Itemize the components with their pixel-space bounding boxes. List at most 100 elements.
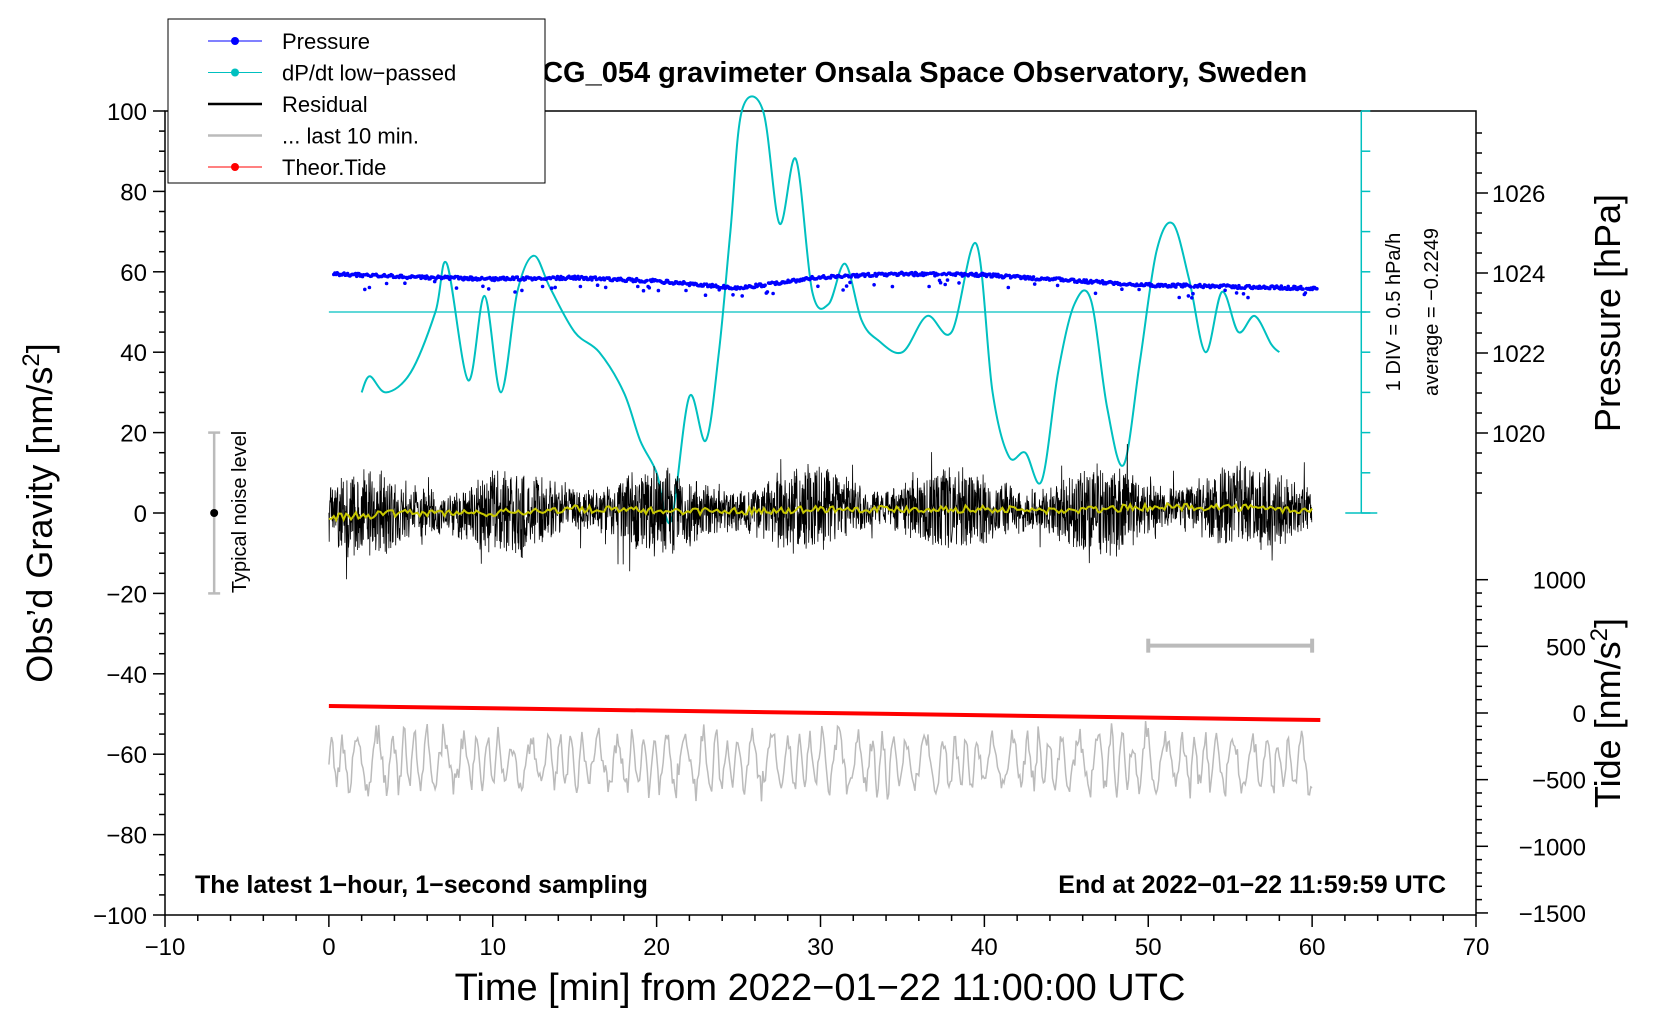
- pressure-point: [363, 287, 367, 292]
- noise-level-bar: [208, 431, 221, 595]
- pressure-point: [703, 293, 708, 298]
- chart-title: SCG_054 gravimeter Onsala Space Observat…: [523, 57, 1307, 89]
- dpdt-div-label: 1 DIV = 0.5 hPa/h: [1383, 233, 1405, 391]
- pressure-point: [595, 283, 600, 288]
- pressure-point: [731, 293, 735, 297]
- legend-label: Theor.Tide: [282, 155, 386, 180]
- pressure-point: [641, 288, 646, 293]
- y-tick-label: 40: [120, 340, 147, 367]
- y-tick-label: −40: [106, 662, 147, 689]
- y-tick-label: −80: [106, 823, 147, 850]
- ten-minute-scale-bar: [1146, 638, 1315, 653]
- pressure-point: [1137, 287, 1141, 292]
- y-axis-left-label: Obs’d Gravity [nm/s2]: [18, 343, 61, 682]
- pressure-point: [1006, 285, 1011, 290]
- pressure-point: [454, 286, 459, 290]
- legend-label: Pressure: [282, 29, 370, 54]
- last10-line: [328, 720, 1313, 802]
- y-axis-pressure: 1026 1024 1022 1020: [1476, 132, 1545, 494]
- pressure-point: [740, 294, 744, 298]
- pressure-point: [871, 274, 875, 278]
- pressure-point: [844, 284, 849, 288]
- pressure-point: [771, 291, 775, 296]
- pressure-point: [515, 275, 520, 279]
- pressure-point: [1186, 294, 1191, 298]
- pressure-point: [636, 284, 640, 289]
- pressure-point: [481, 284, 485, 289]
- y-tick-label: 80: [120, 179, 147, 206]
- pressure-tick-label: 1022: [1492, 341, 1545, 368]
- pressure-point: [647, 286, 652, 290]
- pressure-point: [722, 283, 726, 288]
- pressure-point: [1286, 284, 1290, 289]
- tide-line: [328, 703, 1321, 723]
- x-tick-label: 40: [971, 934, 998, 961]
- pressure-point: [938, 280, 943, 285]
- pressure-series: [332, 270, 1319, 300]
- pressure-point: [1177, 295, 1181, 300]
- pressure-point: [1234, 291, 1239, 295]
- pressure-point: [912, 273, 916, 278]
- legend-label: dP/dt low−passed: [282, 61, 456, 86]
- legend-label: ... last 10 min.: [282, 124, 419, 149]
- x-axis: −10 0 10 20 30 40 50 60 70: [145, 915, 1489, 961]
- y-tick-label: −100: [93, 903, 147, 930]
- x-tick-label: 60: [1299, 934, 1326, 961]
- pressure-point: [1188, 285, 1193, 289]
- x-tick-label: −10: [145, 934, 186, 961]
- dpdt-series: [360, 95, 1281, 525]
- pressure-point: [432, 279, 437, 284]
- pressure-point: [1301, 287, 1305, 291]
- x-tick-label: 0: [322, 934, 335, 961]
- pressure-tick-label: 1026: [1492, 181, 1545, 208]
- pressure-point: [1093, 291, 1098, 296]
- annotation-right: End at 2022−01−22 11:59:59 UTC: [1058, 871, 1446, 899]
- pressure-point: [403, 281, 407, 286]
- y-axis-tide-label: Tide [nm/s2]: [1586, 618, 1629, 808]
- pressure-point: [1303, 291, 1308, 295]
- y-tick-label: 0: [134, 501, 147, 528]
- pressure-point: [1055, 283, 1060, 288]
- pressure-point: [1233, 284, 1238, 288]
- residual-series: [328, 443, 1313, 580]
- pressure-point: [1032, 282, 1037, 286]
- legend-marker: [231, 68, 239, 77]
- legend-marker: [231, 37, 239, 45]
- dpdt-scale-axis: [328, 110, 1378, 514]
- pressure-point: [645, 278, 649, 283]
- dpdt-line: [360, 95, 1281, 525]
- pressure-point: [1084, 278, 1089, 282]
- pressure-point: [957, 281, 961, 285]
- y-axis-pressure-label: Pressure [hPa]: [1587, 194, 1628, 432]
- pressure-point: [848, 280, 852, 285]
- y-axis-left: 100 80 60 40 20 0 −20 −40 −60 −80 −100: [93, 99, 165, 930]
- legend-marker: [231, 163, 239, 171]
- pressure-point: [1031, 275, 1036, 279]
- x-tick-label: 30: [807, 934, 834, 961]
- y-tick-label: −60: [106, 742, 147, 769]
- pressure-point: [1315, 287, 1319, 291]
- pressure-point: [890, 284, 895, 289]
- pressure-point: [1279, 284, 1284, 288]
- dpdt-average-label: average = −0.2249: [1421, 228, 1443, 396]
- pressure-point: [1246, 295, 1250, 300]
- legend: Pressure dP/dt low−passed Residual ... last…: [167, 18, 546, 184]
- annotation-left: The latest 1−hour, 1−second sampling: [195, 871, 648, 899]
- legend-label: Residual: [282, 92, 368, 117]
- pressure-point: [763, 283, 767, 288]
- pressure-point: [816, 284, 820, 289]
- x-tick-label: 50: [1135, 934, 1162, 961]
- pressure-point: [1120, 287, 1124, 292]
- pressure-point: [540, 284, 545, 289]
- pressure-point: [936, 272, 941, 277]
- pressure-point: [841, 288, 845, 292]
- pressure-point: [656, 288, 661, 293]
- pressure-point: [553, 285, 557, 290]
- pressure-point: [945, 278, 950, 282]
- pressure-point: [367, 285, 372, 290]
- tide-tick-label: 0: [1573, 701, 1586, 728]
- tide-tick-label: 1000: [1533, 568, 1586, 595]
- noise-bar-center: [210, 509, 219, 517]
- pressure-point: [513, 290, 517, 294]
